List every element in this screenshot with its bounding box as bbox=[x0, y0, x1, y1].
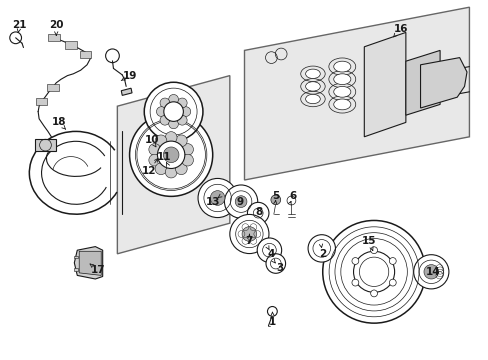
Ellipse shape bbox=[333, 86, 350, 97]
Ellipse shape bbox=[413, 255, 448, 289]
Circle shape bbox=[267, 306, 277, 316]
Ellipse shape bbox=[305, 94, 320, 104]
Text: 17: 17 bbox=[90, 265, 105, 275]
Text: 16: 16 bbox=[393, 24, 407, 34]
Circle shape bbox=[175, 163, 187, 175]
Ellipse shape bbox=[305, 82, 320, 91]
Text: 7: 7 bbox=[245, 236, 253, 246]
Polygon shape bbox=[65, 41, 77, 49]
Circle shape bbox=[270, 195, 280, 205]
Text: 5: 5 bbox=[272, 191, 279, 201]
Circle shape bbox=[175, 135, 187, 147]
Circle shape bbox=[351, 279, 358, 286]
Ellipse shape bbox=[333, 74, 350, 85]
Text: 3: 3 bbox=[276, 263, 283, 273]
Circle shape bbox=[165, 132, 177, 143]
Text: 6: 6 bbox=[289, 191, 296, 201]
Circle shape bbox=[168, 94, 178, 104]
Circle shape bbox=[155, 163, 166, 175]
Text: 12: 12 bbox=[142, 166, 156, 176]
Circle shape bbox=[177, 115, 187, 125]
Text: 20: 20 bbox=[49, 20, 63, 30]
Circle shape bbox=[155, 152, 163, 159]
Polygon shape bbox=[79, 251, 101, 275]
Circle shape bbox=[148, 144, 160, 155]
Circle shape bbox=[165, 166, 177, 178]
Circle shape bbox=[155, 135, 166, 147]
Circle shape bbox=[148, 154, 160, 166]
Ellipse shape bbox=[333, 99, 350, 110]
Circle shape bbox=[388, 279, 395, 286]
Circle shape bbox=[257, 238, 281, 262]
Circle shape bbox=[157, 141, 184, 168]
Circle shape bbox=[322, 220, 425, 323]
Text: 10: 10 bbox=[144, 135, 159, 145]
Text: 1: 1 bbox=[269, 317, 276, 327]
Circle shape bbox=[351, 257, 358, 265]
Polygon shape bbox=[420, 58, 466, 108]
Circle shape bbox=[163, 102, 183, 121]
Circle shape bbox=[144, 82, 203, 141]
Circle shape bbox=[388, 257, 395, 265]
Circle shape bbox=[156, 107, 166, 117]
Circle shape bbox=[182, 154, 193, 166]
Polygon shape bbox=[80, 51, 91, 58]
Text: 2: 2 bbox=[319, 249, 325, 259]
Circle shape bbox=[198, 179, 237, 217]
Polygon shape bbox=[48, 34, 60, 41]
Polygon shape bbox=[74, 256, 78, 258]
Circle shape bbox=[242, 227, 256, 241]
Circle shape bbox=[370, 247, 377, 254]
Circle shape bbox=[160, 115, 169, 125]
Text: 11: 11 bbox=[156, 152, 171, 162]
Ellipse shape bbox=[305, 69, 320, 78]
Text: 21: 21 bbox=[12, 20, 27, 30]
Text: 8: 8 bbox=[255, 207, 262, 217]
Polygon shape bbox=[47, 84, 59, 91]
Text: 13: 13 bbox=[205, 197, 220, 207]
Polygon shape bbox=[244, 7, 468, 180]
Text: 9: 9 bbox=[236, 197, 243, 207]
Circle shape bbox=[307, 235, 335, 262]
Text: 14: 14 bbox=[425, 267, 439, 277]
Polygon shape bbox=[405, 50, 439, 115]
Circle shape bbox=[235, 196, 246, 207]
Text: 18: 18 bbox=[51, 117, 66, 127]
Polygon shape bbox=[117, 76, 229, 254]
Polygon shape bbox=[121, 88, 132, 95]
Circle shape bbox=[129, 113, 212, 196]
Polygon shape bbox=[74, 247, 102, 279]
Circle shape bbox=[353, 251, 394, 292]
Circle shape bbox=[182, 144, 193, 155]
Circle shape bbox=[181, 107, 190, 117]
Circle shape bbox=[160, 98, 169, 108]
Polygon shape bbox=[36, 98, 47, 105]
Ellipse shape bbox=[423, 265, 438, 279]
Circle shape bbox=[210, 191, 224, 205]
Circle shape bbox=[163, 147, 179, 163]
Circle shape bbox=[370, 290, 377, 297]
Circle shape bbox=[265, 254, 285, 273]
Circle shape bbox=[247, 202, 268, 224]
Circle shape bbox=[177, 98, 187, 108]
Circle shape bbox=[224, 185, 257, 218]
Polygon shape bbox=[364, 32, 405, 137]
Polygon shape bbox=[74, 268, 78, 271]
Circle shape bbox=[168, 119, 178, 129]
Text: 15: 15 bbox=[361, 236, 376, 246]
Text: 19: 19 bbox=[122, 71, 137, 81]
Text: 4: 4 bbox=[267, 249, 275, 259]
Ellipse shape bbox=[333, 61, 350, 72]
Circle shape bbox=[229, 215, 268, 253]
Polygon shape bbox=[35, 139, 56, 151]
